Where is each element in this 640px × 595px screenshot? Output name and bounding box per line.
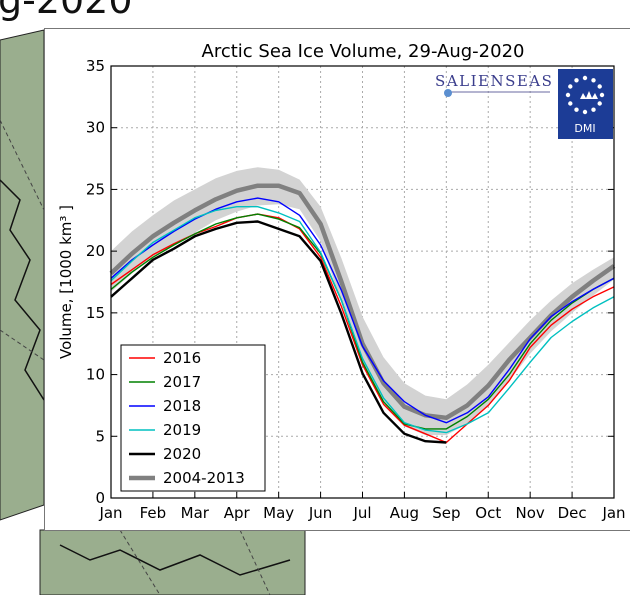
series-line-2004-2013 [109,183,616,421]
y-tick-label-35: 35 [86,57,105,75]
series-line-2017 [110,213,615,430]
dmi-star-5 [568,101,573,106]
legend-label-2019: 2019 [163,421,201,439]
y-tick-label-5: 5 [95,427,105,445]
dmi-star-0 [599,92,605,98]
x-tick-label-7: Aug [390,504,419,522]
dmi-star-9 [582,75,588,81]
dmi-star-7 [568,84,573,89]
right-edge-strip [630,0,640,595]
background-headline: g-2020 [0,0,133,22]
dmi-star-4 [574,107,579,112]
series-lines [109,183,616,444]
dmi-star-3 [582,109,588,115]
x-tick-label-4: May [263,504,294,522]
salienseas-logo: SALIENSEAS [435,72,553,97]
dmi-star-1 [597,101,602,106]
y-tick-label-0: 0 [95,489,105,507]
legend-label-2016: 2016 [163,349,201,367]
volume-chart: 0 5 10 15 20 25 30 35 Jan Feb Mar Apr May Jun Jul Aug S… [57,41,626,522]
map-coastline-2 [59,544,291,576]
legend-label-2020: 2020 [163,445,201,463]
legend-label-2004-2013: 2004-2013 [163,469,245,487]
x-tick-label-3: Apr [224,504,251,522]
map-land-bottom [39,529,306,595]
legend-box [120,344,266,492]
x-axis-ticks: Jan Feb Mar Apr May Jun Jul Aug Sep Oct Nov Dec Jan [98,492,626,522]
dmi-star-2 [591,107,596,112]
x-tick-label-5: Jun [308,504,332,522]
legend: 2016 2017 2018 2019 2020 2004-2013 [120,344,266,492]
map-coastline [0,179,45,401]
dmi-logo-text: DMI [574,122,595,135]
y-tick-label-10: 10 [86,366,105,384]
legend-items: 2016 2017 2018 2019 2020 2004-2013 [129,349,245,487]
dmi-star-10 [591,78,596,83]
dmi-star-11 [597,84,602,89]
map-land-left [0,29,45,521]
x-tick-label-12: Jan [601,504,625,522]
x-tick-label-6: Jul [352,504,371,522]
x-tick-label-1: Feb [140,504,167,522]
dmi-star-8 [574,78,579,83]
series-line-2020 [110,220,447,444]
salienseas-logo-text: SALIENSEAS [435,72,553,90]
dmi-logo-box [558,69,613,139]
series-line-2018 [110,197,615,424]
legend-label-2018: 2018 [163,397,201,415]
y-axis-ticks: 0 5 10 15 20 25 30 35 [86,57,614,507]
x-tick-label-2: Mar [181,504,210,522]
x-tick-label-10: Nov [516,504,545,522]
x-tick-label-9: Oct [475,504,501,522]
y-axis-label: Volume, [1000 km³ ] [57,205,75,359]
x-tick-label-0: Jan [98,504,122,522]
dmi-stars-icon [565,75,605,115]
y-tick-label-20: 20 [86,242,105,260]
y-tick-label-30: 30 [86,119,105,137]
dmi-star-6 [565,92,571,98]
chart-panel: 0 5 10 15 20 25 30 35 Jan Feb Mar Apr May Jun Jul Aug S… [44,28,634,531]
chart-title: Arctic Sea Ice Volume, 29-Aug-2020 [202,41,525,62]
x-tick-label-8: Sep [432,504,460,522]
band-2004-2013 [111,167,614,436]
dmi-crown-icon [580,91,598,99]
map-graticule [0,119,271,595]
legend-label-2017: 2017 [163,373,201,391]
y-tick-label-25: 25 [86,180,105,198]
dmi-logo: DMI [558,69,613,139]
salienseas-drop-icon [444,89,452,97]
x-tick-label-11: Dec [558,504,587,522]
series-line-2019 [110,205,615,434]
y-tick-label-15: 15 [86,304,105,322]
